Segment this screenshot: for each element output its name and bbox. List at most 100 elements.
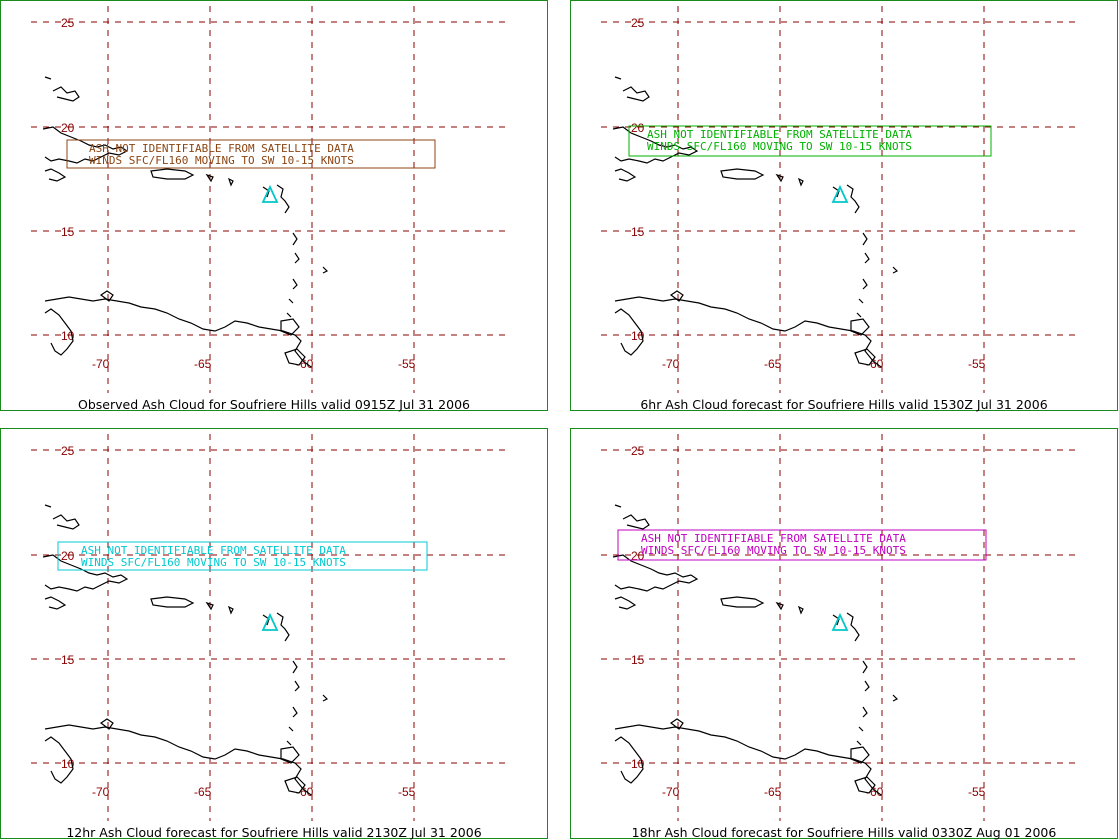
coastline-segment [862, 278, 868, 290]
latitude-label: 20 [631, 121, 645, 135]
panel-caption: 6hr Ash Cloud forecast for Soufriere Hil… [640, 397, 1048, 412]
coastline-segment [892, 694, 899, 702]
latitude-label: 25 [61, 444, 75, 458]
longitude-label: -70 [662, 357, 680, 371]
coastline-segment [862, 232, 868, 246]
coastline-segment [858, 726, 864, 732]
longitude-label: -55 [968, 357, 986, 371]
coastline-segment [292, 660, 298, 674]
coastline-segment [44, 504, 80, 530]
coastline-segment [892, 266, 899, 274]
coastline-segment [205, 601, 214, 611]
coastline-segment [44, 724, 312, 796]
longitude-label: -55 [398, 785, 416, 799]
coastline-segment [150, 168, 195, 180]
coastline-segment [288, 726, 294, 732]
coastline-segment [42, 554, 129, 592]
coastline-segment [614, 504, 650, 530]
advisory-line-2: WINDS SFC/FL160 MOVING TO SW 10-15 KNOTS [81, 556, 346, 569]
coastline-segment [614, 76, 650, 102]
panel-caption: 12hr Ash Cloud forecast for Soufriere Hi… [66, 825, 482, 840]
coastline-segment [99, 290, 114, 302]
latitude-label: 25 [631, 444, 645, 458]
coastline-segment [288, 298, 294, 304]
coastline-segment [720, 596, 765, 608]
advisory-box: ASH NOT IDENTIFIABLE FROM SATELLITE DATA… [66, 139, 436, 169]
ash-map-panel-6hr: 25 20 15 10 -70 -65 -60 -55 ASH NOT IDENTIFIABLE… [570, 0, 1118, 412]
coastline-segment [858, 298, 864, 304]
ash-map-panel-18hr: 25 20 15 10 -70 -65 -60 -55 ASH NOT IDENTIFIABLE… [570, 428, 1118, 840]
latitude-label: 20 [61, 549, 75, 563]
coastline-segment [850, 746, 870, 764]
coastline-segment [280, 318, 300, 336]
panel-caption: 18hr Ash Cloud forecast for Soufriere Hi… [631, 825, 1057, 840]
coastline-segment [294, 680, 300, 692]
advisory-box: ASH NOT IDENTIFIABLE FROM SATELLITE DATA… [617, 529, 987, 561]
longitude-label: -70 [662, 785, 680, 799]
coastline-segment [322, 694, 329, 702]
coastline-segment [614, 308, 644, 356]
longitude-label: -55 [398, 357, 416, 371]
longitude-label: -60 [866, 357, 884, 371]
coastline-segment [846, 612, 860, 642]
latitude-label: 25 [61, 16, 75, 30]
coastline-segment [322, 266, 329, 274]
coastline-segment [797, 177, 804, 187]
longitude-label: -60 [296, 785, 314, 799]
volcano-triangle-icon [831, 612, 849, 631]
longitude-label: -65 [194, 785, 212, 799]
latitude-label: 15 [61, 653, 75, 667]
coastline-segment [612, 126, 699, 164]
longitude-label: -70 [92, 357, 110, 371]
advisory-box: ASH NOT IDENTIFIABLE FROM SATELLITE DATA… [57, 541, 428, 571]
coastline-segment [775, 173, 784, 183]
coastline-segment [205, 173, 214, 183]
coastline-segment [44, 308, 74, 356]
latitude-label: 15 [631, 225, 645, 239]
lat-lon-grid [31, 434, 511, 821]
coastline-segment [669, 290, 684, 302]
coastline-segment [276, 612, 290, 642]
coastline-segment [614, 296, 882, 368]
coastline-segment [292, 706, 298, 718]
lat-lon-grid [31, 6, 511, 393]
coastline-segment [864, 680, 870, 692]
coastline-segment [150, 596, 195, 608]
longitude-label: -60 [296, 357, 314, 371]
coastline-segment [864, 252, 870, 264]
longitude-label: -65 [764, 357, 782, 371]
coastline-segment [292, 278, 298, 290]
lat-lon-grid [601, 434, 1081, 821]
advisory-box: ASH NOT IDENTIFIABLE FROM SATELLITE DATA… [628, 125, 992, 157]
coastline-segment [292, 232, 298, 246]
coastline [612, 504, 899, 796]
longitude-label: -65 [764, 785, 782, 799]
coastline-segment [42, 126, 129, 164]
coastline-segment [856, 312, 862, 318]
longitude-label: -55 [968, 785, 986, 799]
coastline-segment [44, 76, 80, 102]
latitude-label: 25 [631, 16, 645, 30]
advisory-frame [66, 139, 436, 169]
longitude-label: -60 [866, 785, 884, 799]
advisory-line-2: WINDS SFC/FL160 MOVING TO SW 10-15 KNOTS [647, 140, 912, 153]
longitude-label: -70 [92, 785, 110, 799]
advisory-line-1: ASH NOT IDENTIFIABLE FROM SATELLITE DATA [641, 532, 906, 545]
latitude-label: 15 [61, 225, 75, 239]
advisory-line-1: ASH NOT IDENTIFIABLE FROM SATELLITE DATA [89, 142, 354, 155]
coastline-segment [227, 177, 234, 187]
panel-caption: Observed Ash Cloud for Soufriere Hills v… [78, 397, 470, 412]
coastline-segment [614, 596, 637, 610]
latitude-label: 20 [61, 121, 75, 135]
advisory-frame [628, 125, 992, 157]
coastline-segment [294, 252, 300, 264]
coastline-segment [286, 740, 292, 746]
coastline-segment [44, 596, 67, 610]
advisory-line-1: ASH NOT IDENTIFIABLE FROM SATELLITE DATA [81, 544, 346, 557]
coastline-segment [44, 168, 67, 182]
coastline-segment [612, 554, 699, 592]
coastline-segment [854, 776, 876, 794]
advisory-frame [57, 541, 428, 571]
